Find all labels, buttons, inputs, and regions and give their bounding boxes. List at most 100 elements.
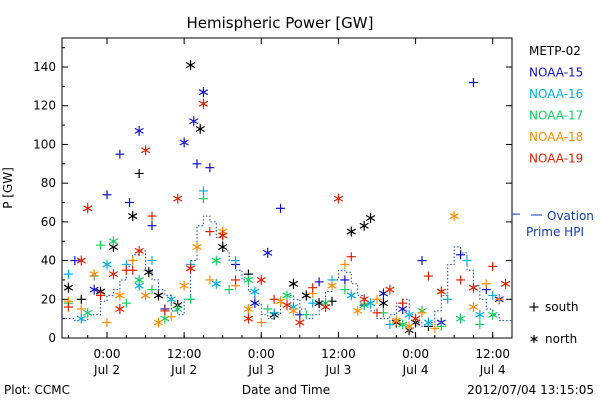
legend-entry: METP-02	[529, 44, 581, 58]
star-stroke	[295, 319, 305, 326]
x-tick-date: Jul 2	[93, 363, 120, 377]
star-stroke	[153, 292, 164, 299]
star-stroke	[115, 305, 125, 312]
star-stroke	[455, 315, 466, 322]
y-tick-label: 0	[48, 331, 56, 345]
ovation-step-line	[62, 215, 512, 327]
data-point-north	[288, 278, 299, 289]
data-point-south	[301, 310, 311, 320]
data-point-north	[89, 269, 99, 280]
star-stroke	[320, 304, 331, 311]
data-point-south	[443, 294, 453, 304]
star-stroke	[359, 302, 369, 309]
data-point-north	[128, 211, 138, 222]
star-stroke	[198, 100, 209, 107]
star-stroke	[404, 323, 414, 330]
star-stroke	[134, 127, 144, 134]
star-stroke	[359, 296, 369, 303]
star-stroke	[346, 292, 356, 299]
star-stroke	[160, 315, 170, 322]
data-point-north	[144, 267, 154, 278]
data-point-south	[147, 285, 157, 295]
data-point-north	[385, 284, 395, 295]
data-point-north	[243, 313, 254, 324]
data-point-north	[63, 282, 74, 293]
star-stroke	[198, 89, 209, 96]
data-point-north	[218, 242, 228, 253]
y-tick-label: 40	[41, 254, 56, 268]
data-point-south	[205, 227, 215, 237]
star-stroke	[83, 205, 93, 212]
x-tick-date: Jul 2	[170, 363, 197, 377]
data-point-south	[372, 308, 382, 318]
data-point-north	[173, 303, 183, 314]
data-point-south	[224, 285, 234, 295]
data-point-north	[243, 303, 254, 314]
data-point-south	[462, 256, 472, 266]
data-point-south	[417, 256, 427, 266]
star-stroke	[179, 139, 189, 146]
data-point-north	[243, 274, 254, 285]
data-point-north	[475, 309, 485, 320]
data-point-south	[166, 312, 176, 322]
data-point-north	[295, 317, 305, 328]
legend-entry: NOAA-17	[529, 109, 583, 123]
legend-entry: NOAA-18	[529, 130, 583, 144]
star-stroke	[288, 280, 299, 287]
data-point-south	[340, 285, 350, 295]
data-point-south	[346, 252, 356, 262]
x-tick-time: 0:00	[402, 347, 429, 361]
data-point-south	[340, 259, 350, 269]
data-point-north	[404, 321, 414, 332]
data-point-north	[346, 290, 356, 301]
data-point-south	[147, 256, 157, 266]
star-stroke	[256, 276, 266, 283]
star-stroke	[108, 271, 119, 278]
data-point-south	[456, 275, 466, 285]
star-stroke	[353, 307, 363, 314]
star-stroke	[76, 315, 86, 322]
data-point-north	[250, 286, 260, 297]
data-point-north	[192, 242, 202, 253]
data-point-north	[211, 278, 221, 289]
data-point-south	[481, 279, 491, 289]
star-stroke	[282, 302, 292, 309]
data-point-north	[108, 269, 119, 280]
star-stroke	[378, 300, 389, 307]
data-point-south	[263, 304, 273, 314]
star-stroke	[140, 147, 151, 154]
data-point-north	[198, 87, 209, 98]
data-point-south	[231, 275, 241, 285]
data-point-north	[301, 290, 311, 301]
y-tick-label: 60	[41, 215, 56, 229]
data-point-south	[198, 186, 208, 196]
legend-south-label: south	[545, 300, 579, 314]
series-noaa-18	[63, 211, 504, 333]
x-tick-time: 12:00	[475, 347, 510, 361]
data-point-south	[430, 323, 440, 333]
data-point-north	[378, 298, 389, 309]
ovation-legend: Ovation Prime HPI	[526, 209, 594, 239]
x-tick-time: 0:00	[248, 347, 275, 361]
star-stroke	[185, 62, 196, 69]
star-stroke	[288, 307, 299, 314]
data-point-south	[76, 294, 86, 304]
footer-left: Plot: CCMC	[4, 383, 70, 397]
data-point-south	[102, 190, 112, 200]
data-point-north	[83, 203, 93, 214]
data-point-south	[102, 318, 112, 328]
data-point-south	[494, 294, 504, 304]
star-stroke	[385, 286, 395, 293]
star-stroke	[108, 244, 119, 251]
star-stroke	[189, 118, 199, 125]
star-stroke	[115, 292, 125, 299]
data-point-north	[378, 288, 389, 299]
y-tick-label: 100	[33, 137, 56, 151]
data-point-south	[231, 256, 241, 266]
data-point-north	[140, 145, 151, 156]
data-point-north	[76, 255, 86, 266]
data-point-south	[134, 168, 144, 178]
star-stroke	[195, 125, 205, 132]
data-point-south	[436, 321, 446, 331]
